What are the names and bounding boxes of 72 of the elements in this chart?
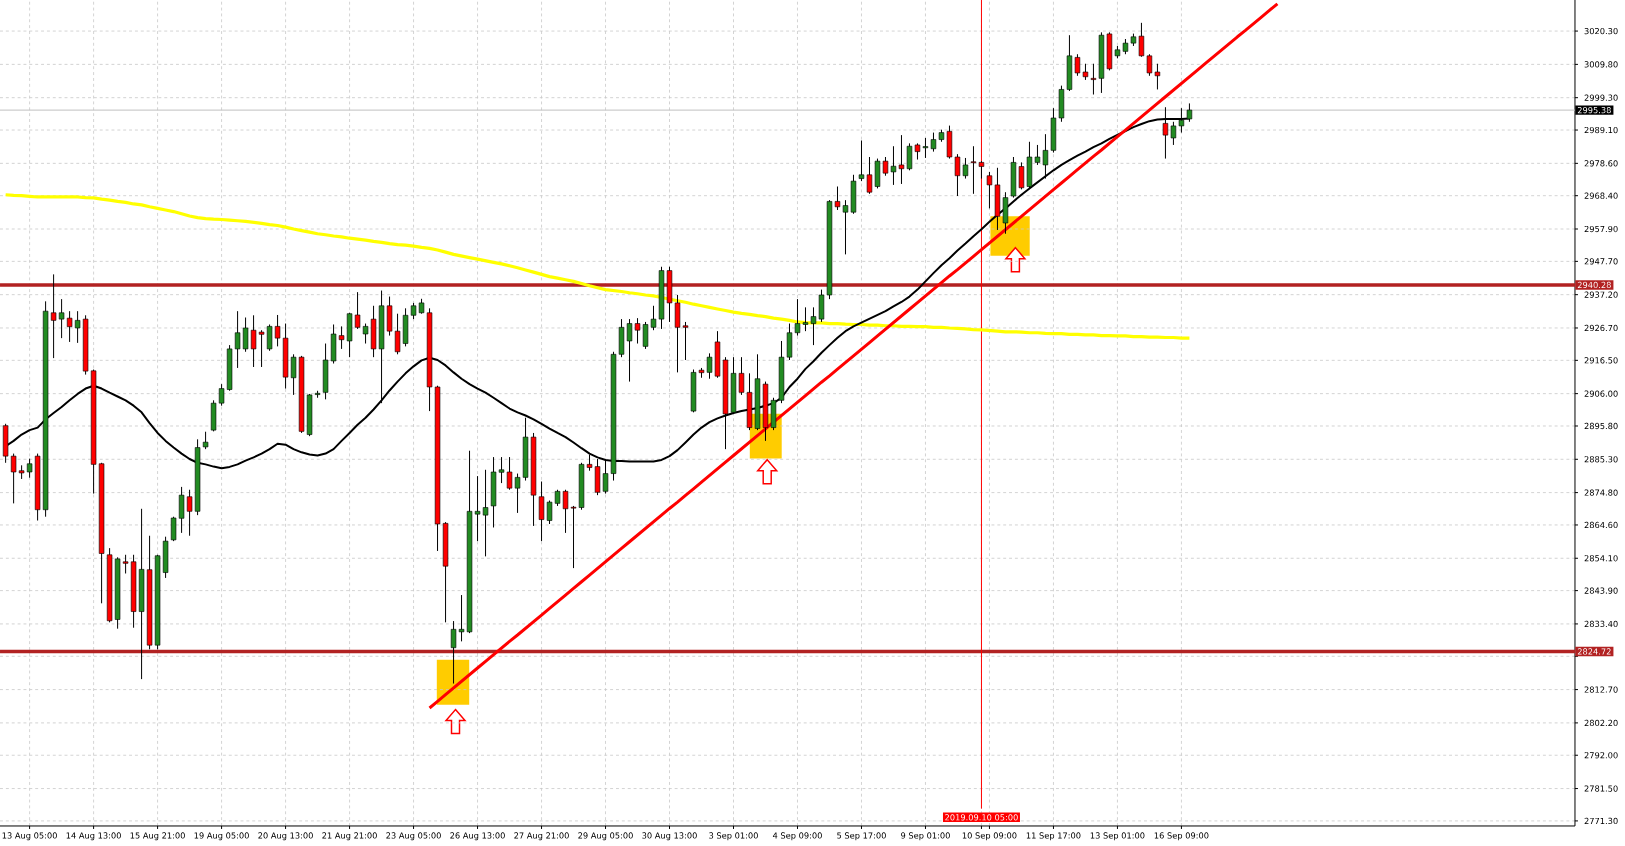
candlestick bbox=[362, 323, 369, 345]
ref-line-label: 2824.72 bbox=[1577, 648, 1611, 655]
y-tick-label: 2854.10 bbox=[1584, 555, 1618, 562]
x-tick-label: 4 Sep 09:00 bbox=[772, 832, 822, 841]
y-tick-label: 2874.80 bbox=[1584, 489, 1618, 496]
candlestick bbox=[186, 489, 193, 537]
x-tick-label: 23 Aug 05:00 bbox=[386, 832, 441, 841]
candlestick bbox=[258, 329, 265, 368]
candlestick bbox=[1146, 53, 1153, 77]
x-tick-label: 14 Aug 13:00 bbox=[66, 832, 121, 841]
x-tick-label: 30 Aug 13:00 bbox=[642, 832, 697, 841]
candlestick bbox=[122, 554, 129, 574]
candlestick bbox=[354, 291, 361, 330]
candlestick bbox=[74, 310, 81, 344]
y-tick-label: 2895.80 bbox=[1584, 422, 1618, 430]
y-tick-label: 2916.50 bbox=[1584, 357, 1618, 364]
x-tick-label: 15 Aug 21:00 bbox=[130, 832, 185, 841]
candlestick bbox=[290, 353, 297, 396]
candlestick bbox=[338, 325, 345, 350]
candlestick bbox=[1138, 22, 1145, 58]
y-tick-label: 2926.70 bbox=[1584, 324, 1618, 332]
candlestick bbox=[1154, 63, 1161, 90]
candlestick bbox=[66, 310, 73, 343]
x-tick-label: 3 Sep 01:00 bbox=[709, 832, 758, 841]
y-tick-label: 2906.00 bbox=[1584, 390, 1618, 397]
candlestick bbox=[58, 298, 65, 339]
candlestick bbox=[218, 383, 225, 407]
x-tick-label: 21 Aug 21:00 bbox=[322, 832, 377, 841]
y-tick-label: 2812.70 bbox=[1584, 686, 1618, 693]
x-tick-label: 11 Sep 17:00 bbox=[1026, 832, 1081, 841]
candlestick bbox=[250, 314, 257, 368]
y-tick-label: 2864.60 bbox=[1584, 521, 1618, 529]
x-tick-label: 20 Aug 13:00 bbox=[258, 832, 313, 841]
y-tick-label: 2947.70 bbox=[1584, 258, 1618, 265]
x-tick-label: 16 Sep 09:00 bbox=[1154, 832, 1209, 841]
x-tick-label: 5 Sep 17:00 bbox=[837, 832, 886, 841]
y-tick-label: 2771.30 bbox=[1584, 817, 1618, 825]
y-tick-label: 3009.80 bbox=[1584, 61, 1618, 68]
candlestick bbox=[50, 273, 57, 359]
y-tick-label: 2978.60 bbox=[1584, 160, 1618, 167]
y-tick-label: 2843.90 bbox=[1584, 587, 1618, 594]
ref-line-label: 2940.28 bbox=[1577, 281, 1611, 289]
candlestick bbox=[234, 310, 241, 369]
x-tick-label: 9 Sep 01:00 bbox=[901, 832, 950, 841]
candlestick bbox=[1170, 121, 1177, 146]
candlestick bbox=[10, 453, 17, 504]
x-tick-label: 2019.09.10 05:00 bbox=[945, 814, 1018, 821]
y-tick-label: 2802.20 bbox=[1584, 719, 1618, 727]
candlestick bbox=[394, 313, 401, 355]
candlestick bbox=[266, 323, 273, 352]
candlestick bbox=[274, 314, 281, 347]
x-tick-label: 27 Aug 21:00 bbox=[514, 832, 569, 841]
x-tick-label: 10 Sep 09:00 bbox=[962, 832, 1017, 841]
candlestick bbox=[26, 458, 33, 479]
y-tick-label: 2989.10 bbox=[1584, 126, 1618, 134]
y-tick-label: 2957.90 bbox=[1584, 225, 1618, 233]
y-tick-label: 2968.40 bbox=[1584, 192, 1618, 199]
candlestick bbox=[242, 317, 249, 353]
x-tick-label: 13 Sep 01:00 bbox=[1090, 832, 1145, 841]
y-tick-label: 2937.20 bbox=[1584, 291, 1618, 298]
y-tick-label: 2999.30 bbox=[1584, 94, 1618, 101]
y-tick-label: 3020.30 bbox=[1584, 27, 1618, 35]
candlestick bbox=[178, 486, 185, 534]
y-tick-label: 2792.00 bbox=[1584, 752, 1618, 759]
y-tick-label: 2833.40 bbox=[1584, 620, 1618, 628]
x-tick-label: 19 Aug 05:00 bbox=[194, 832, 249, 841]
x-tick-label: 13 Aug 05:00 bbox=[2, 832, 57, 841]
y-tick-label: 2781.50 bbox=[1584, 785, 1618, 792]
ref-line-label: 2995.38 bbox=[1577, 107, 1611, 114]
x-tick-label: 26 Aug 13:00 bbox=[450, 832, 505, 841]
x-tick-label: 29 Aug 05:00 bbox=[578, 832, 633, 841]
y-tick-label: 2885.30 bbox=[1584, 456, 1618, 463]
